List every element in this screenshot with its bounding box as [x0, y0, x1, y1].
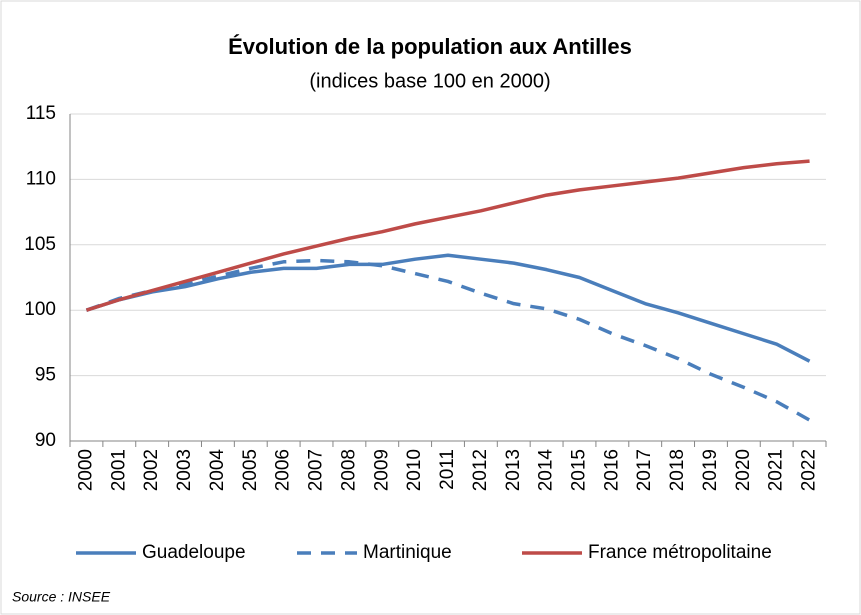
x-tick-label: 2012 — [470, 449, 491, 491]
x-tick-label: 2002 — [141, 449, 162, 491]
legend-label: Guadeloupe — [142, 542, 246, 563]
x-tick-label: 2003 — [174, 449, 195, 491]
y-tick-label: 95 — [35, 365, 56, 386]
x-tick-label: 2000 — [75, 449, 96, 491]
x-tick-label: 2009 — [371, 449, 392, 491]
x-tick-label: 2007 — [306, 449, 327, 491]
x-tick-label: 2021 — [766, 449, 787, 491]
y-tick-label: 100 — [24, 299, 56, 320]
x-tick-label: 2022 — [799, 449, 820, 491]
x-tick-label: 2008 — [338, 449, 359, 491]
x-tick-label: 2006 — [273, 449, 294, 491]
x-tick-label: 2019 — [700, 449, 721, 491]
series-line — [85, 159, 810, 312]
x-tick-label: 2014 — [536, 449, 557, 492]
x-tick-label: 2013 — [503, 449, 524, 491]
legend-label: France métropolitaine — [588, 542, 772, 563]
x-tick-label: 2010 — [404, 449, 425, 491]
x-tick-label: 2004 — [207, 449, 228, 492]
x-tick-label: 2018 — [667, 449, 688, 491]
x-tick-label: 2011 — [437, 449, 458, 490]
y-tick-label: 105 — [24, 234, 56, 255]
x-tick-label: 2020 — [733, 449, 754, 491]
x-tick-label: 2001 — [108, 449, 129, 491]
source-note: Source : INSEE — [12, 589, 111, 605]
y-tick-label: 115 — [26, 103, 56, 124]
series-line — [85, 253, 811, 363]
series-line — [85, 258, 811, 422]
chart-title: Évolution de la population aux Antilles — [228, 34, 632, 59]
chart-subtitle: (indices base 100 en 2000) — [309, 70, 550, 92]
x-tick-label: 2015 — [568, 449, 589, 491]
x-tick-label: 2005 — [240, 449, 261, 491]
legend-label: Martinique — [363, 542, 452, 563]
y-tick-label: 110 — [26, 168, 56, 189]
y-tick-label: 90 — [35, 430, 56, 451]
x-tick-label: 2016 — [601, 449, 622, 491]
x-tick-label: 2017 — [634, 449, 655, 491]
